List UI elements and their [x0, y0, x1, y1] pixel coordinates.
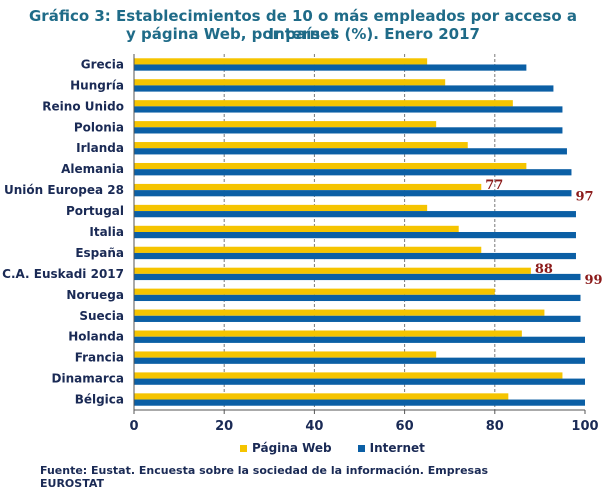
bar-internet-francia: [134, 357, 585, 364]
data-label-pagina-web-union-europea-28: 77: [485, 178, 503, 193]
source-line1: Fuente: Eustat. Encuesta sobre la socied…: [40, 464, 489, 477]
bar-pagina-web-noruega: [134, 288, 495, 295]
bar-pagina-web-reino-unido: [134, 100, 513, 107]
category-label-grecia: Grecia: [81, 57, 124, 71]
bar-pagina-web-espana: [134, 246, 482, 253]
x-tick-label-20: 20: [215, 419, 233, 434]
category-label-union-europea-28: Unión Europea 28: [4, 183, 124, 197]
data-label-internet-union-europea-28: 97: [575, 189, 593, 204]
x-tick-label-0: 0: [129, 419, 138, 434]
bar-internet-dinamarca: [134, 378, 585, 385]
x-tick-label-60: 60: [396, 419, 414, 434]
legend-swatch-pagina-web: [240, 444, 247, 452]
category-label-portugal: Portugal: [66, 204, 124, 218]
category-label-hungria: Hungría: [70, 78, 124, 92]
category-label-polonia: Polonia: [74, 120, 124, 134]
bar-internet-grecia: [134, 64, 527, 71]
bar-internet-noruega: [134, 294, 581, 302]
category-label-c-a-euskadi-2017: C.A. Euskadi 2017: [2, 267, 124, 281]
bar-internet-suecia: [134, 315, 581, 322]
bar-pagina-web-c-a-euskadi-2017: [134, 267, 531, 274]
bar-pagina-web-francia: [134, 351, 437, 358]
bar-internet-italia: [134, 232, 576, 239]
source-line2: EUROSTAT: [40, 477, 105, 490]
bar-internet-irlanda: [134, 148, 567, 155]
x-tick-label-100: 100: [571, 419, 598, 434]
category-label-irlanda: Irlanda: [76, 141, 124, 155]
category-label-italia: Italia: [89, 225, 124, 239]
bar-pagina-web-suecia: [134, 309, 545, 316]
legend-label-internet: Internet: [369, 441, 425, 455]
category-label-espana: España: [75, 246, 124, 260]
bar-internet-polonia: [134, 127, 563, 134]
x-tick-label-80: 80: [486, 419, 504, 434]
bar-pagina-web-hungria: [134, 79, 446, 86]
bar-pagina-web-portugal: [134, 204, 428, 212]
bar-pagina-web-polonia: [134, 121, 437, 128]
category-label-reino-unido: Reino Unido: [42, 99, 124, 113]
bar-pagina-web-union-europea-28: [134, 183, 482, 191]
bar-pagina-web-holanda: [134, 330, 522, 337]
data-label-internet-c-a-euskadi-2017: 99: [584, 273, 602, 288]
bar-pagina-web-alemania: [134, 162, 527, 170]
category-label-holanda: Holanda: [68, 330, 124, 344]
bar-pagina-web-italia: [134, 225, 459, 232]
bar-pagina-web-dinamarca: [134, 372, 563, 379]
bar-pagina-web-irlanda: [134, 142, 468, 149]
bar-internet-hungria: [134, 85, 554, 92]
chart-title-line2: y página Web, por países (%). Enero 2017: [126, 25, 480, 43]
legend-item-pagina-web: Página Web: [240, 441, 332, 455]
data-label-pagina-web-c-a-euskadi-2017: 88: [535, 262, 553, 277]
category-label-suecia: Suecia: [79, 309, 124, 323]
category-label-alemania: Alemania: [61, 162, 124, 176]
bar-internet-alemania: [134, 169, 572, 176]
category-label-noruega: Noruega: [66, 288, 124, 302]
bar-internet-holanda: [134, 336, 585, 343]
legend-item-internet: Internet: [357, 441, 425, 455]
bar-internet-espana: [134, 252, 576, 260]
source-note: Fuente: Eustat. Encuesta sobre la socied…: [40, 464, 488, 490]
legend-swatch-internet: [357, 444, 365, 452]
legend: Página Web Internet: [240, 441, 425, 455]
bar-internet-portugal: [134, 211, 576, 218]
x-tick-label-40: 40: [305, 419, 323, 434]
bar-internet-reino-unido: [134, 106, 563, 113]
category-label-francia: Francia: [75, 351, 124, 365]
bar-internet-c-a-euskadi-2017: [134, 273, 581, 281]
legend-label-pagina-web: Página Web: [252, 441, 332, 455]
bar-internet-belgica: [134, 399, 585, 406]
bar-pagina-web-grecia: [134, 58, 428, 65]
bar-pagina-web-belgica: [134, 393, 509, 400]
chart-title-line1: Gráfico 3: Establecimientos de 10 o más …: [29, 7, 577, 43]
category-label-dinamarca: Dinamarca: [52, 372, 124, 386]
bar-internet-union-europea-28: [134, 190, 572, 197]
category-label-belgica: Bélgica: [75, 393, 124, 407]
